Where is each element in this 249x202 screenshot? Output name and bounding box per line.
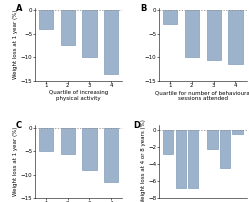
Bar (163, 11, 177, 24)
Bar (104, 128, 118, 182)
Bar (82, 128, 97, 170)
Bar (188, 130, 198, 188)
Bar (207, 11, 221, 60)
Bar (228, 11, 243, 64)
Bar (82, 11, 97, 57)
Y-axis label: Weight loss at 1 year (%): Weight loss at 1 year (%) (13, 127, 18, 196)
Bar (207, 130, 218, 148)
Text: A: A (16, 4, 22, 13)
X-axis label: Quartile of increasing
physical activity: Quartile of increasing physical activity (49, 90, 108, 101)
Bar (61, 128, 75, 154)
Bar (176, 130, 186, 188)
Bar (39, 128, 53, 151)
Y-axis label: Weight loss at 4 or 8 years (%): Weight loss at 4 or 8 years (%) (141, 119, 146, 202)
Text: D: D (133, 121, 140, 130)
Bar (232, 130, 243, 134)
Text: C: C (16, 121, 22, 130)
Bar (39, 11, 53, 29)
Bar (163, 130, 173, 154)
Bar (104, 11, 118, 74)
Bar (185, 11, 199, 57)
Bar (61, 11, 75, 45)
Bar (220, 130, 230, 168)
X-axis label: Quartile for number of behavioural
sessions attended: Quartile for number of behavioural sessi… (155, 90, 249, 101)
Text: B: B (140, 4, 146, 13)
Y-axis label: Weight loss at 1 year (%): Weight loss at 1 year (%) (13, 10, 18, 79)
